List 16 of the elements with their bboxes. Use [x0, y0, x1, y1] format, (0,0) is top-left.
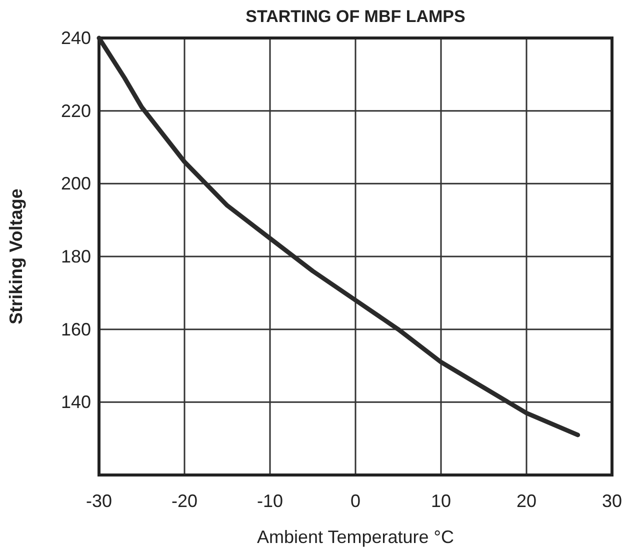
x-tick-label: 20	[516, 491, 537, 511]
y-axis-title: Striking Voltage	[6, 188, 26, 324]
y-tick-label: 200	[60, 174, 91, 194]
y-tick-label: 140	[60, 392, 91, 412]
x-axis-title: Ambient Temperature °C	[257, 527, 454, 547]
x-tick-label: -20	[171, 491, 198, 511]
x-tick-label: -10	[256, 491, 284, 511]
x-tick-label: 0	[350, 491, 361, 511]
y-tick-label: 180	[60, 246, 91, 266]
y-tick-label: 240	[60, 28, 91, 48]
x-tick-label: 10	[430, 491, 452, 511]
y-tick-label: 220	[60, 100, 91, 121]
x-tick-label: 30	[602, 491, 622, 511]
x-tick-label: -30	[86, 491, 112, 511]
y-tick-label: 160	[60, 319, 91, 340]
chart-title: STARTING OF MBF LAMPS	[246, 7, 466, 26]
